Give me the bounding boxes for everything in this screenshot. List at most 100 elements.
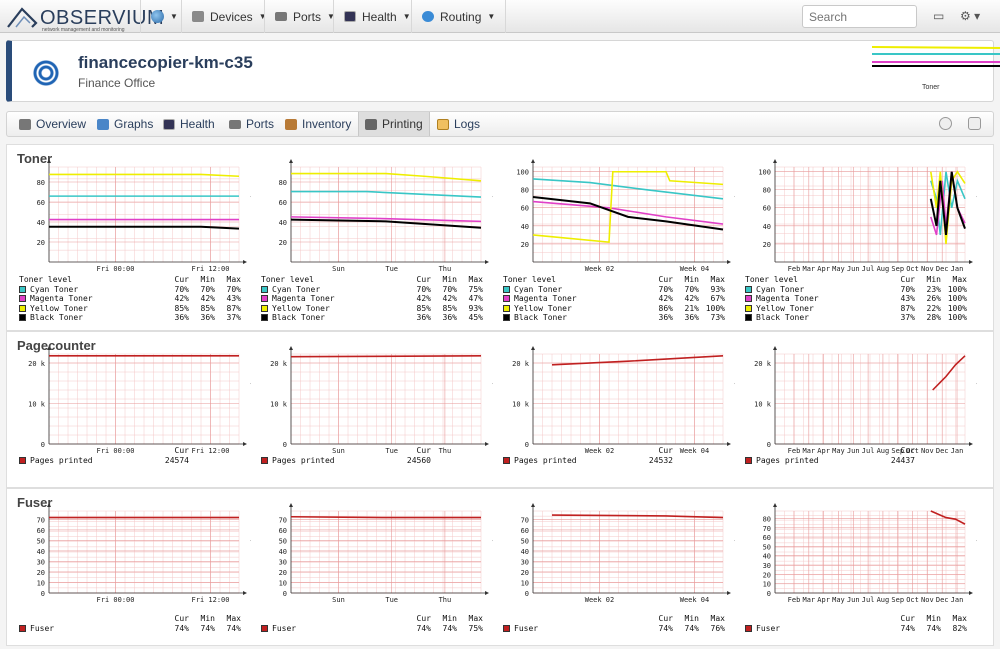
legend-header-col: Cur [174, 275, 189, 284]
graph-grid [774, 353, 966, 445]
x-tick-label: Oct [906, 447, 919, 455]
series-line-black [49, 225, 240, 230]
sparkline-label: Toner [922, 84, 940, 91]
tab-graphs[interactable]: Graphs [97, 112, 153, 136]
graph[interactable]: 0 10 k 20 k Fri 00:00 Fri 12:00 RRDTOOL / TOB… [15, 332, 251, 462]
legend-header-label: Toner level [503, 275, 556, 284]
legend-value: 87% [900, 303, 915, 313]
x-tick-label: Sun [332, 596, 345, 604]
legend-header: Cur [261, 446, 471, 456]
y-tick-label: 20 [763, 571, 771, 579]
graph[interactable]: 0 10 k 20 k Week 02 Week 04 RRDTOOL / TOBI OE… [499, 332, 735, 462]
x-tick-label: Feb [788, 265, 801, 273]
observium-logo[interactable]: OBSERVIUM network management and monitor… [6, 3, 164, 33]
x-tick-label: Mar [802, 447, 815, 455]
tab-printing[interactable]: Printing [358, 112, 430, 136]
y-axis-arrow [47, 346, 51, 350]
laptop-icon[interactable]: ▭ [933, 9, 945, 23]
legend-swatch [745, 295, 752, 302]
legend-header-col: Cur [416, 275, 431, 284]
legend-value: 85% [200, 303, 215, 313]
legend-value: 93% [710, 284, 725, 294]
x-tick-label: Thu [439, 265, 452, 273]
logo-subtitle: network management and monitoring [42, 27, 125, 33]
tab-health[interactable]: Health [163, 112, 215, 136]
graph[interactable]: 0 10 k 20 k Feb Mar Apr May Jun Jul Aug Sep Oct Nov D… [741, 332, 977, 462]
y-tick-label: 20 k [28, 360, 46, 368]
legend-series-name: Pages printed [272, 455, 335, 465]
legend-value: 74% [174, 623, 189, 633]
x-axis-arrow [727, 260, 731, 264]
tab-logs[interactable]: Logs [437, 112, 480, 136]
toner-sparkline[interactable] [872, 44, 1000, 82]
x-tick-label: Week 02 [585, 265, 615, 273]
legend-header-col: Max [710, 275, 725, 284]
legend-swatch [745, 624, 752, 632]
graph[interactable]: 20 40 60 80 100 Week 02 Week 04 RRDTOOL / TOBI … [499, 145, 735, 280]
legend-row: Black Toner 36% 36% 73% [503, 313, 725, 323]
legend-swatch [261, 285, 268, 293]
legend-header-col: Max [468, 275, 483, 284]
section-title: Fuser [17, 495, 53, 510]
chevron-down-icon: ▼ [327, 12, 335, 21]
clock-icon[interactable] [939, 117, 952, 130]
graph[interactable]: 20 40 60 80 Fri 00:00 Fri 12:00 RRDTOOL / TOBI… [15, 145, 251, 280]
x-tick-label: Week 04 [680, 447, 710, 455]
graph[interactable]: 0 10 20 30 40 50 60 70 Fri 00:00 Fri 12:00 RRDTOOL… [15, 489, 251, 611]
nav-routing[interactable]: Routing ▼ [411, 0, 507, 33]
y-axis-arrow [773, 346, 777, 350]
legend-value: 74% [200, 623, 215, 633]
tab-ports[interactable]: Ports [229, 112, 274, 136]
gear-menu-icon[interactable]: ⚙ ▾ [960, 9, 981, 23]
x-tick-label: Oct [906, 596, 919, 604]
x-tick-label: Mar [802, 265, 815, 273]
logs-icon [437, 118, 449, 130]
nav-devices[interactable]: Devices ▼ [181, 0, 277, 33]
legend-value: 24532 [648, 455, 673, 465]
legend-swatch [19, 456, 26, 464]
nav-ports[interactable]: Ports ▼ [264, 0, 345, 33]
x-tick-label: Week 04 [680, 596, 710, 604]
legend-swatch [261, 295, 268, 302]
legend-header-col: Max [952, 275, 967, 284]
graph[interactable]: 20 40 60 80 Sun Tue Thu RRDTOOL / TOBI OETIKER [257, 145, 493, 280]
search-input[interactable] [802, 5, 917, 28]
legend-swatch [261, 304, 268, 312]
nav-health[interactable]: Health ▼ [333, 0, 421, 33]
tab-overview[interactable]: Overview [19, 112, 86, 136]
x-tick-label: Fri 12:00 [192, 447, 230, 455]
rrdtool-watermark: RRDTOOL / TOBI OETIKER [491, 511, 493, 591]
legend-value: 93% [468, 303, 483, 313]
x-tick-label: Jul [862, 265, 875, 273]
legend-header-col: Cur [900, 275, 915, 284]
graph[interactable]: 20 40 60 80 100 Feb Mar Apr May Jun Jul Aug Sep Oct No… [741, 145, 977, 280]
legend-header-col: Max [226, 275, 241, 284]
graph[interactable]: 0 10 20 30 40 50 60 70 Week 02 Week 04 RRDTOOL / T… [499, 489, 735, 611]
legend-swatch [503, 314, 510, 321]
tab-inventory[interactable]: Inventory [285, 112, 351, 136]
settings-gear-icon[interactable] [968, 117, 981, 130]
device-name[interactable]: financecopier-km-c35 [78, 53, 253, 72]
y-axis-arrow [289, 159, 293, 163]
x-tick-label: Apr [817, 265, 830, 273]
x-axis-arrow [485, 442, 489, 446]
y-tick-label: 70 [521, 516, 529, 524]
series-line-black [929, 171, 966, 236]
legend-row: Pages printed 24437 [745, 456, 955, 466]
y-tick-label: 0 [767, 590, 771, 598]
legend-row: Black Toner 37% 28% 100% [745, 313, 967, 323]
legend-value: 67% [710, 294, 725, 303]
x-tick-label: Dec [936, 596, 949, 604]
y-tick-label: 10 [279, 579, 287, 587]
legend-value: 70% [658, 284, 673, 294]
y-tick-label: 10 k [754, 401, 772, 409]
graph[interactable]: 0 10 20 30 40 50 60 70 Sun Tue Thu RRDTOOL / TOBI O… [257, 489, 493, 611]
legend-value: 36% [684, 313, 699, 322]
legend-header-col: Min [926, 275, 941, 284]
globe-menu[interactable]: ▼ [140, 0, 188, 33]
legend-value: 37% [226, 313, 241, 322]
legend-row: Cyan Toner 70% 70% 93% [503, 284, 725, 295]
graph[interactable]: 0 10 k 20 k Sun Tue Thu RRDTOOL / TOBI OETIKER [257, 332, 493, 462]
y-tick-label: 20 [37, 239, 45, 247]
